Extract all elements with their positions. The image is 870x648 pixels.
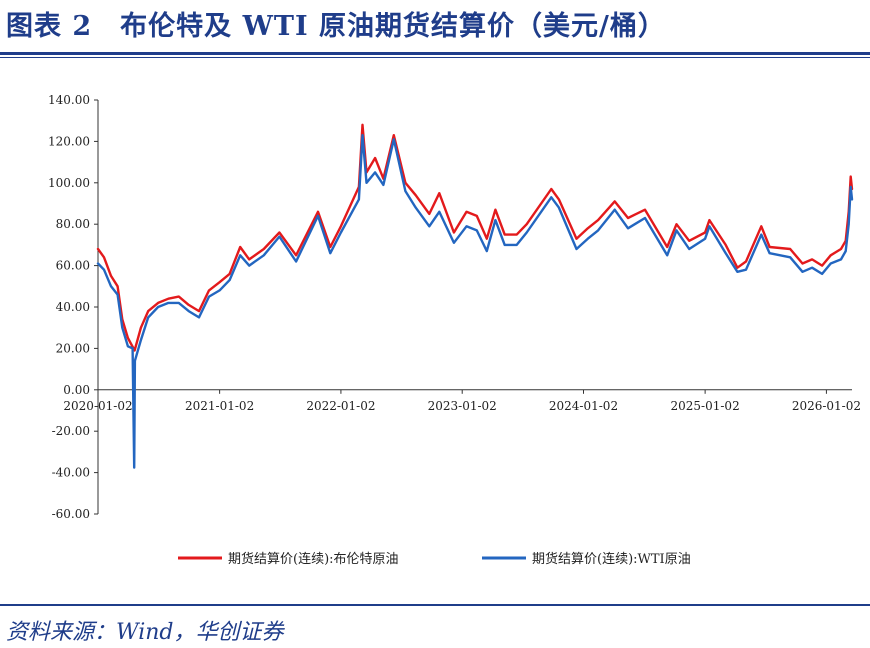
y-tick-label: -40.00 xyxy=(52,466,90,480)
wti-line xyxy=(96,133,854,469)
y-tick-label: 100.00 xyxy=(48,176,90,190)
source-note: 资料来源：Wind，华创证券 xyxy=(6,620,284,645)
brent-line xyxy=(96,123,854,352)
x-tick-label: 2020-01-02 xyxy=(63,399,132,413)
x-tick-label: 2023-01-02 xyxy=(428,399,497,413)
title-rule xyxy=(0,52,870,55)
x-tick-label: 2022-01-02 xyxy=(306,399,375,413)
y-tick-label: 140.00 xyxy=(48,93,90,107)
chart-area: 140.00 120.00 100.00 80.00 60.00 40.00 20.00 0.… xyxy=(0,58,870,602)
title-rule-thin xyxy=(0,57,870,58)
x-tick-label: 2021-01-02 xyxy=(185,399,254,413)
y-tick-label: 60.00 xyxy=(56,259,90,273)
y-tick-label: -20.00 xyxy=(52,424,90,438)
y-tick-label: 40.00 xyxy=(56,300,90,314)
y-tick-label: 80.00 xyxy=(56,217,90,231)
y-tick-label: 0.00 xyxy=(63,383,90,397)
footer-rule xyxy=(0,604,870,606)
x-tick-label: 2025-01-02 xyxy=(671,399,740,413)
page-title: 图表 2 布伦特及 WTI 原油期货结算价（美元/桶） xyxy=(6,11,666,42)
legend-label-wti: 期货结算价(连续):WTI原油 xyxy=(532,551,691,567)
oil-price-chart: 140.00 120.00 100.00 80.00 60.00 40.00 20.00 0.… xyxy=(48,93,861,567)
header: 图表 2 布伦特及 WTI 原油期货结算价（美元/桶） xyxy=(0,0,870,56)
x-tick-label: 2026-01-02 xyxy=(792,399,861,413)
y-tick-label: -60.00 xyxy=(52,507,90,521)
y-tick-label: 20.00 xyxy=(56,341,90,355)
legend-label-brent: 期货结算价(连续):布伦特原油 xyxy=(228,551,399,567)
y-tick-label: 120.00 xyxy=(48,134,90,148)
x-tick-label: 2024-01-02 xyxy=(549,399,618,413)
